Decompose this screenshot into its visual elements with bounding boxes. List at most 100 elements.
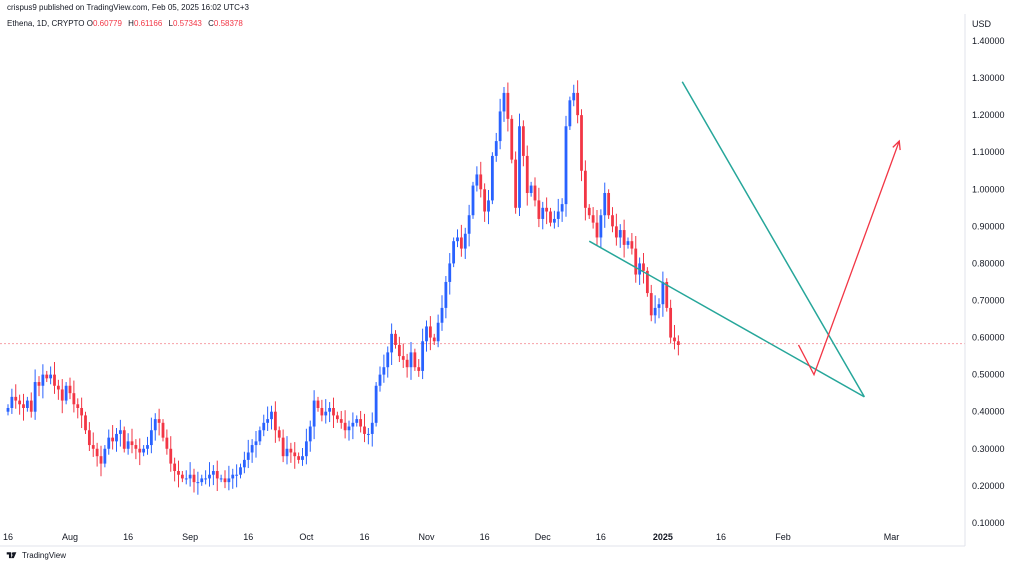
candle-body bbox=[328, 407, 332, 412]
open-value: 0.60779 bbox=[93, 19, 122, 28]
candle-body bbox=[165, 437, 169, 449]
tradingview-logo-icon bbox=[6, 552, 17, 559]
publish-info: crispus9 published on TradingView.com, F… bbox=[7, 3, 249, 12]
candle-body bbox=[595, 222, 599, 238]
candle-body bbox=[444, 281, 448, 308]
candle-body bbox=[506, 92, 510, 119]
time-axis: 16 Aug 16 Sep 16 Oct 16 Nov 16 Dec 16 2025 16 Feb Mar bbox=[3, 532, 899, 542]
candle-body bbox=[479, 174, 483, 190]
candle-body bbox=[366, 433, 370, 435]
candle-body bbox=[130, 441, 134, 446]
y-tick-label: 0.60000 bbox=[972, 333, 1005, 343]
candle-body bbox=[359, 419, 363, 427]
arrow-path bbox=[797, 140, 900, 377]
candle-body bbox=[219, 478, 223, 480]
y-tick-label: 0.10000 bbox=[972, 518, 1005, 528]
candle-body bbox=[564, 126, 568, 205]
candle-body bbox=[549, 211, 552, 223]
candle-body bbox=[227, 478, 231, 483]
candle-body bbox=[382, 367, 386, 375]
candle-body bbox=[76, 404, 80, 408]
low-label: L bbox=[168, 19, 173, 28]
candle-body bbox=[417, 367, 421, 371]
candle-body bbox=[122, 430, 126, 449]
candle-body bbox=[618, 230, 622, 238]
candle-body bbox=[270, 411, 273, 420]
candle-body bbox=[332, 407, 335, 416]
candle-body bbox=[390, 333, 394, 353]
candle-body bbox=[304, 441, 308, 457]
high-label: H bbox=[128, 19, 134, 28]
candles bbox=[6, 80, 680, 495]
candle-body bbox=[487, 200, 490, 212]
x-tick-label: Dec bbox=[535, 532, 552, 542]
candle-body bbox=[576, 92, 580, 116]
candle-body bbox=[285, 448, 289, 457]
x-tick-label: 16 bbox=[359, 532, 369, 542]
candle-body bbox=[324, 411, 328, 416]
candle-body bbox=[196, 482, 200, 484]
candle-body bbox=[580, 115, 583, 171]
candle-body bbox=[440, 307, 444, 323]
candle-body bbox=[653, 307, 657, 316]
candle-body bbox=[614, 226, 618, 238]
y-tick-label: 1.20000 bbox=[972, 110, 1005, 120]
candle-body bbox=[64, 385, 68, 401]
symbol-name: Ethena, 1D, CRYPTO bbox=[7, 19, 85, 28]
x-tick-label: Mar bbox=[884, 532, 900, 542]
candle-body bbox=[312, 400, 316, 427]
y-tick-label: 1.30000 bbox=[972, 73, 1005, 83]
candle-body bbox=[184, 478, 188, 480]
candle-body bbox=[211, 471, 215, 475]
x-tick-label: 16 bbox=[3, 532, 13, 542]
candle-body bbox=[149, 430, 153, 446]
candle-body bbox=[378, 374, 382, 386]
candle-body bbox=[448, 263, 452, 282]
candle-body bbox=[14, 396, 18, 401]
candle-body bbox=[421, 341, 425, 371]
candle-body bbox=[657, 304, 661, 308]
candle-body bbox=[173, 463, 177, 472]
footer-brand: TradingView bbox=[22, 551, 67, 560]
candle-body bbox=[200, 478, 204, 483]
candle-body bbox=[401, 356, 405, 360]
candle-body bbox=[91, 445, 95, 449]
footer: TradingView bbox=[6, 551, 66, 560]
x-tick-label: 16 bbox=[596, 532, 606, 542]
y-tick-label: 0.50000 bbox=[972, 370, 1005, 380]
candle-body bbox=[146, 445, 149, 449]
x-tick-label: Feb bbox=[775, 532, 791, 542]
arrow-head bbox=[892, 139, 901, 151]
wedge-lower-line bbox=[588, 240, 865, 398]
candle-body bbox=[494, 141, 498, 156]
candle-body bbox=[231, 474, 235, 479]
candle-body bbox=[188, 474, 192, 479]
candle-body bbox=[335, 415, 339, 420]
candle-body bbox=[153, 419, 157, 431]
x-tick-label: 16 bbox=[243, 532, 253, 542]
candle-body bbox=[665, 281, 669, 308]
y-tick-label: 0.70000 bbox=[972, 295, 1005, 305]
candle-body bbox=[262, 422, 266, 431]
candle-body bbox=[25, 400, 29, 408]
candle-body bbox=[289, 448, 293, 453]
candle-body bbox=[126, 441, 130, 449]
candle-body bbox=[634, 248, 638, 275]
candle-body bbox=[529, 185, 533, 193]
candle-body bbox=[281, 437, 285, 457]
candle-body bbox=[320, 407, 324, 416]
close-value: 0.58378 bbox=[213, 19, 243, 28]
candle-body bbox=[622, 230, 626, 245]
candle-body bbox=[254, 441, 258, 446]
candle-body bbox=[215, 471, 219, 479]
y-tick-label: 1.10000 bbox=[972, 147, 1005, 157]
candle-body bbox=[41, 374, 45, 386]
candle-body bbox=[246, 452, 250, 460]
candle-body bbox=[180, 474, 184, 479]
candle-body bbox=[518, 126, 521, 208]
candle-body bbox=[111, 437, 115, 442]
candle-body bbox=[60, 389, 64, 401]
candle-body bbox=[560, 204, 564, 212]
candle-body bbox=[583, 170, 587, 208]
